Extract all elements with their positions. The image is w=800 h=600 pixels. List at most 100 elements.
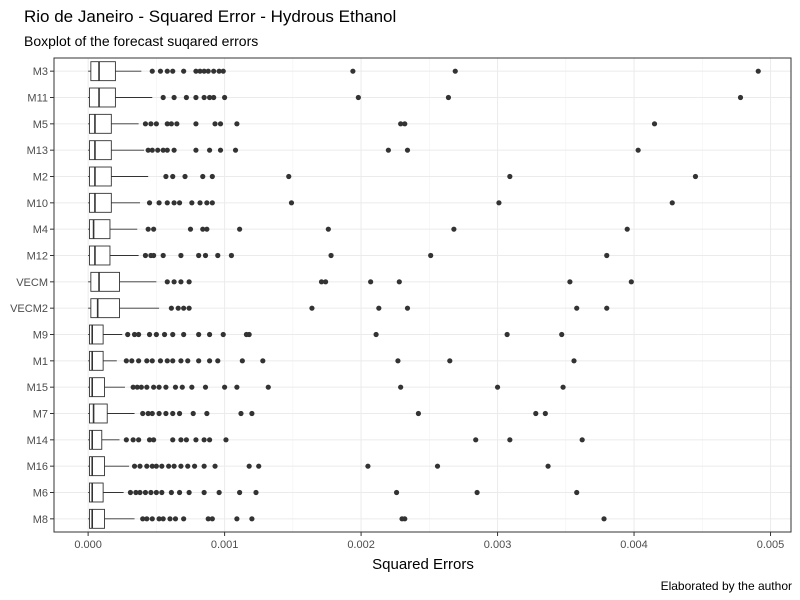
outlier-point <box>238 410 244 417</box>
outlier-point <box>211 68 217 74</box>
outlier-point <box>669 200 675 206</box>
outlier-point <box>445 94 452 101</box>
outlier-point <box>163 384 169 390</box>
outlier-point <box>220 331 226 338</box>
outlier-point <box>201 489 207 496</box>
outlier-point <box>204 226 210 232</box>
outlier-point <box>228 252 235 259</box>
box-m2 <box>88 166 699 187</box>
box-vecm <box>88 271 634 292</box>
outlier-point <box>185 358 191 364</box>
box-iqr <box>89 508 105 529</box>
x-axis-label: Squared Errors <box>372 556 474 573</box>
outlier-point <box>206 94 213 101</box>
outlier-point <box>170 410 176 417</box>
outlier-point <box>166 463 172 469</box>
outlier-point <box>183 94 189 101</box>
box-m13 <box>88 140 641 161</box>
outlier-point <box>153 489 159 496</box>
outlier-point <box>239 358 245 364</box>
outlier-point <box>134 384 140 390</box>
outlier-point <box>136 358 142 364</box>
outlier-point <box>176 489 183 496</box>
outlier-point <box>249 516 255 522</box>
outlier-point <box>181 516 187 522</box>
outlier-point <box>186 279 192 285</box>
outlier-point <box>205 516 211 522</box>
box-m12 <box>88 245 610 266</box>
x-tick-label: 0.002 <box>347 539 375 551</box>
outlier-point <box>209 173 215 180</box>
y-tick-label: VECM2 <box>10 303 48 315</box>
outlier-point <box>151 384 157 390</box>
outlier-point <box>171 94 177 101</box>
outlier-point <box>149 516 155 522</box>
y-tick-label: M5 <box>33 119 48 131</box>
outlier-point <box>215 358 221 364</box>
outlier-point <box>131 463 138 469</box>
outlier-point <box>204 200 210 206</box>
outlier-point <box>178 437 184 443</box>
outlier-point <box>156 200 162 206</box>
outlier-point <box>447 358 453 364</box>
outlier-point <box>473 437 479 443</box>
outlier-point <box>200 173 206 180</box>
outlier-point <box>145 410 151 417</box>
outlier-point <box>146 200 153 206</box>
outlier-point <box>196 331 202 338</box>
outlier-point <box>628 279 634 285</box>
box-m1 <box>88 350 577 371</box>
outlier-point <box>202 252 209 259</box>
outlier-point <box>167 516 173 522</box>
outlier-point <box>161 331 168 338</box>
outlier-point <box>385 147 391 153</box>
outlier-point <box>222 94 228 101</box>
outlier-point <box>571 358 577 364</box>
outlier-point <box>601 516 607 522</box>
outlier-point <box>142 252 149 259</box>
box-iqr <box>89 456 105 477</box>
outlier-point <box>201 463 207 469</box>
box-m9 <box>88 324 565 345</box>
outlier-point <box>189 200 195 206</box>
outlier-point <box>178 252 184 259</box>
outlier-point <box>137 463 143 469</box>
outlier-point <box>157 358 164 364</box>
y-tick-label: M14 <box>27 435 48 447</box>
outlier-point <box>131 331 138 338</box>
outlier-point <box>129 358 135 364</box>
outlier-point <box>256 463 262 469</box>
box-iqr <box>90 298 120 319</box>
outlier-point <box>193 94 199 101</box>
outlier-point <box>151 252 157 259</box>
outlier-point <box>504 331 510 338</box>
outlier-point <box>127 489 134 496</box>
outlier-point <box>164 68 170 74</box>
outlier-point <box>212 121 218 127</box>
panel-border <box>53 57 792 533</box>
outlier-point <box>398 384 404 390</box>
outlier-point <box>215 252 221 259</box>
outlier-point <box>176 200 183 206</box>
outlier-point <box>216 68 222 74</box>
outlier-point <box>163 410 169 417</box>
outlier-point <box>193 121 199 127</box>
outlier-point <box>156 516 162 522</box>
outlier-point <box>246 463 252 469</box>
outlier-point <box>153 331 159 338</box>
outlier-point <box>559 331 565 338</box>
outlier-point <box>140 410 146 417</box>
outlier-point <box>206 358 213 364</box>
outlier-point <box>175 305 181 311</box>
box-iqr <box>89 140 112 161</box>
outlier-point <box>567 279 573 285</box>
y-tick-label: M15 <box>27 382 48 394</box>
outlier-point <box>201 94 207 101</box>
outlier-point <box>181 68 187 74</box>
outlier-point <box>507 437 513 443</box>
box-m15 <box>88 377 566 398</box>
y-tick-label: M10 <box>27 198 48 210</box>
outlier-point <box>149 358 155 364</box>
outlier-point <box>170 68 176 74</box>
outlier-point <box>222 384 228 390</box>
